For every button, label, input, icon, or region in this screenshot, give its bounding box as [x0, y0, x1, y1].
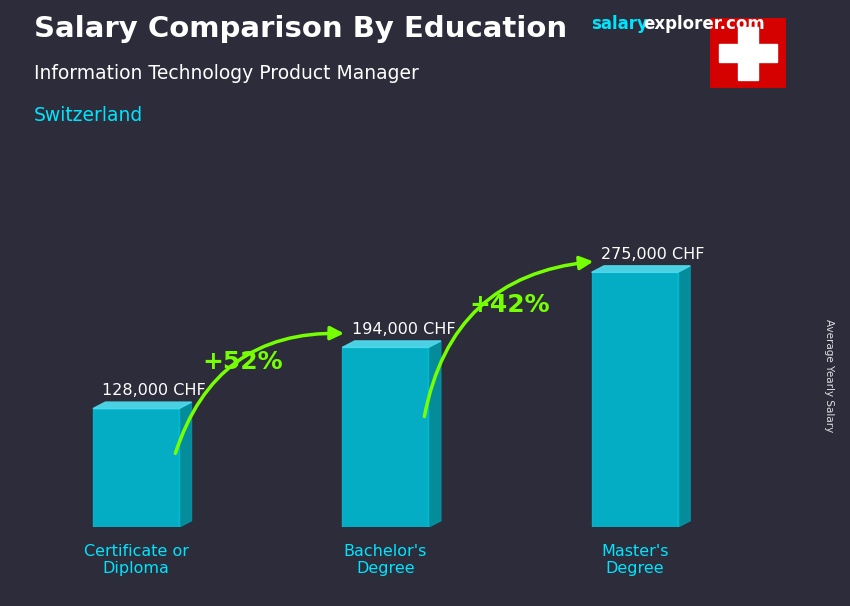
- Bar: [592, 272, 677, 527]
- Bar: [93, 408, 179, 527]
- Text: Switzerland: Switzerland: [34, 106, 144, 125]
- FancyArrowPatch shape: [424, 258, 590, 416]
- Text: Salary Comparison By Education: Salary Comparison By Education: [34, 15, 567, 43]
- Text: Information Technology Product Manager: Information Technology Product Manager: [34, 64, 419, 82]
- Polygon shape: [179, 402, 191, 527]
- Text: 194,000 CHF: 194,000 CHF: [352, 322, 456, 337]
- FancyArrowPatch shape: [175, 328, 340, 453]
- Text: 275,000 CHF: 275,000 CHF: [601, 247, 705, 262]
- Bar: [719, 44, 777, 62]
- Text: explorer.com: explorer.com: [643, 15, 765, 33]
- Text: salary: salary: [591, 15, 648, 33]
- Text: Average Yearly Salary: Average Yearly Salary: [824, 319, 834, 432]
- Polygon shape: [428, 341, 441, 527]
- Bar: [343, 347, 428, 527]
- Polygon shape: [592, 266, 690, 272]
- Polygon shape: [343, 341, 441, 347]
- Text: 128,000 CHF: 128,000 CHF: [102, 384, 206, 398]
- Polygon shape: [677, 266, 690, 527]
- Text: +52%: +52%: [202, 350, 283, 374]
- Text: +42%: +42%: [470, 293, 550, 318]
- Bar: [738, 27, 758, 79]
- Polygon shape: [93, 402, 191, 408]
